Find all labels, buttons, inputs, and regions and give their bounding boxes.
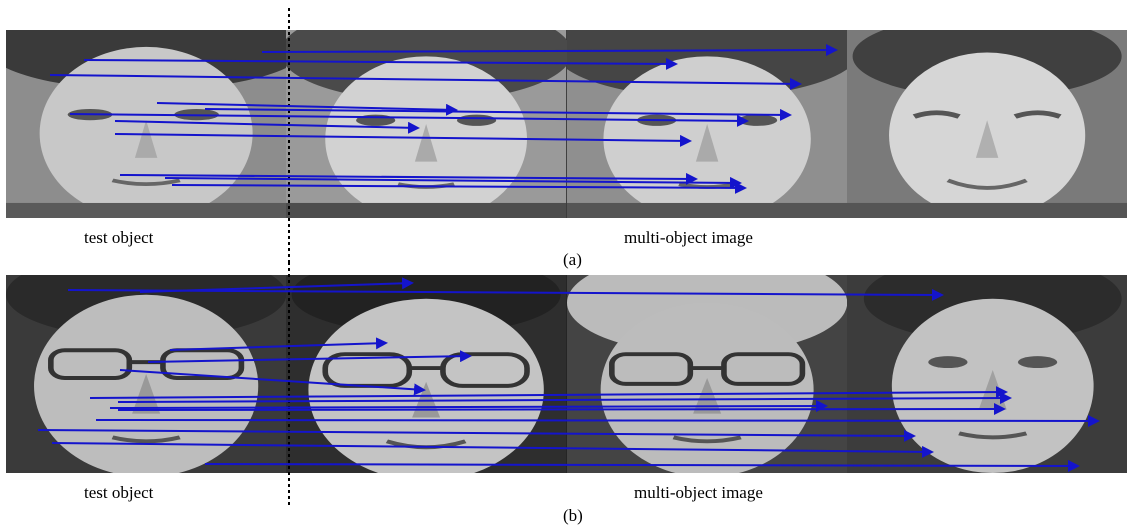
panel-b-test-face	[6, 275, 287, 473]
panel-a-test-face	[6, 30, 287, 218]
panel-a-test-object-caption: test object	[84, 228, 154, 247]
panel-b-test-object-caption: test object	[84, 483, 154, 502]
panel-b-face-1	[286, 275, 567, 473]
panel-a-photo-strip	[6, 30, 1127, 218]
panel-a-tag: (a)	[563, 250, 582, 269]
panel-a-face-1	[286, 30, 567, 218]
panel-b-face-2	[566, 275, 847, 473]
panel-b-photo-strip	[6, 275, 1127, 473]
panel-a-face-2	[566, 30, 847, 218]
panel-b-tag: (b)	[563, 506, 583, 525]
panel-b-multi-object-caption: multi-object image	[634, 483, 763, 502]
panel-a-multi-object-caption: multi-object image	[624, 228, 753, 247]
panel-b-face-3	[846, 275, 1127, 473]
panel-a-face-3	[846, 30, 1127, 218]
